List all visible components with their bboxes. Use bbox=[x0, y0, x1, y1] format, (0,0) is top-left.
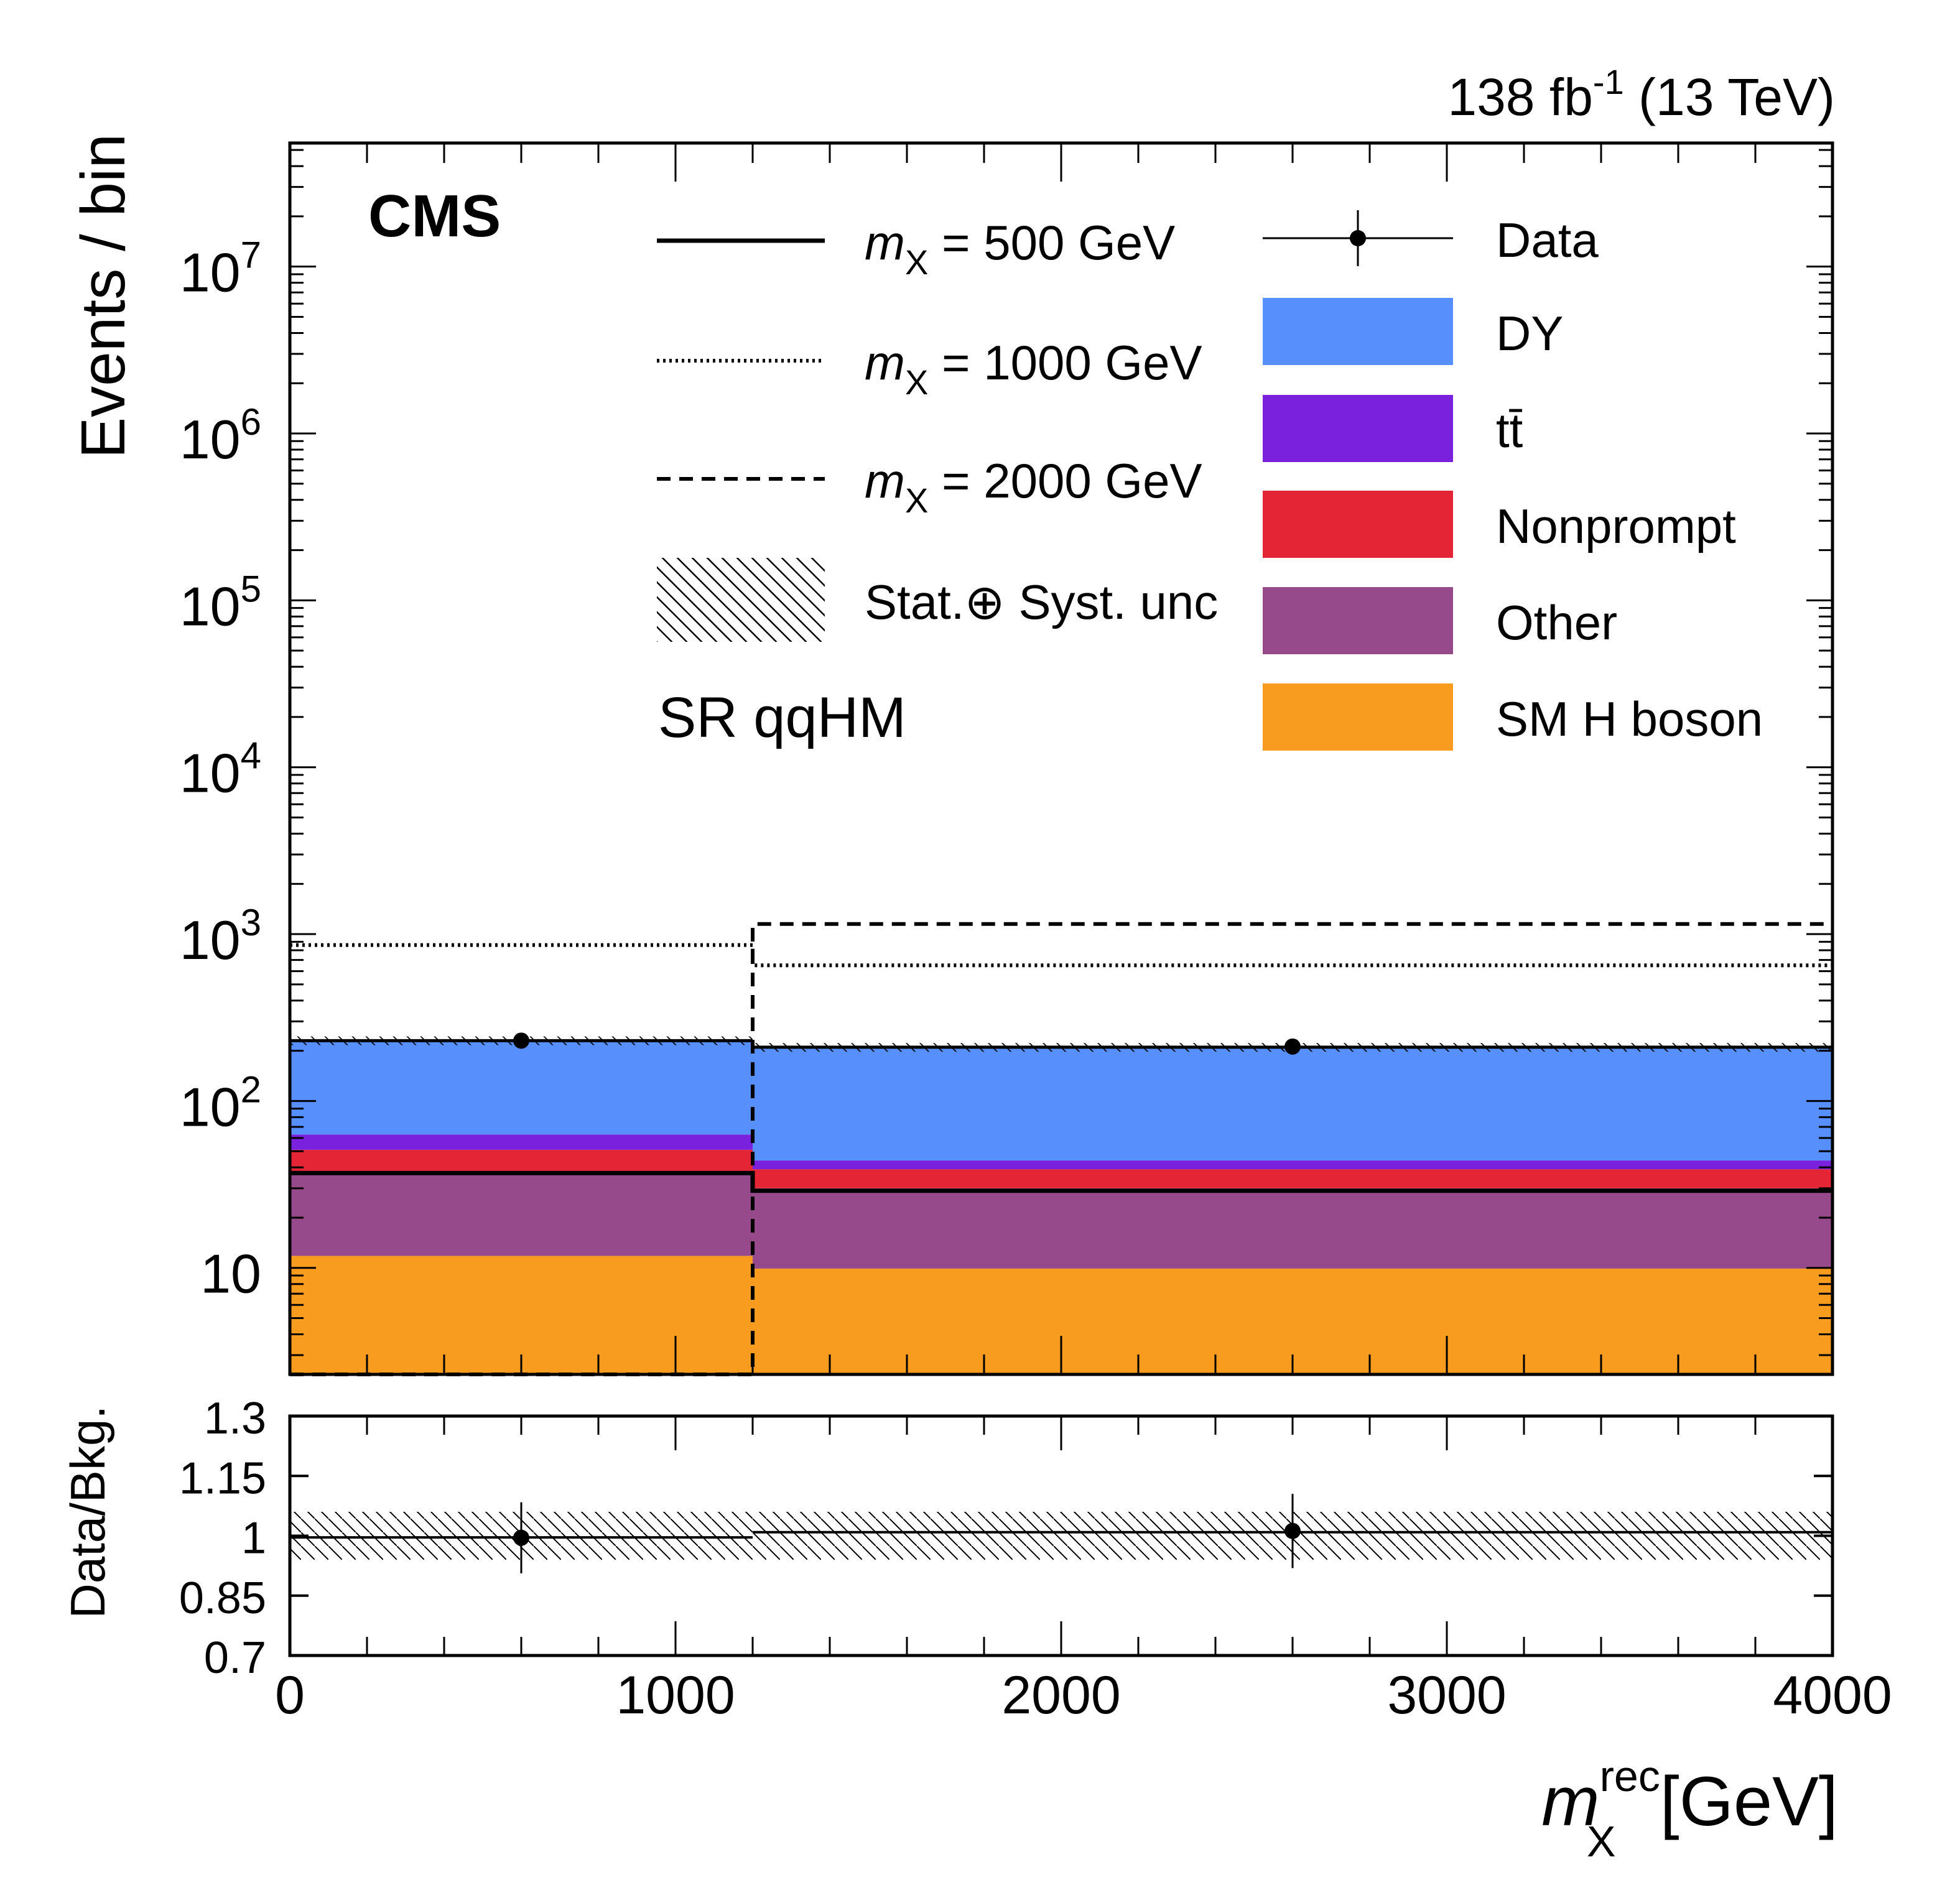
region-label: SR qqHM bbox=[658, 686, 906, 749]
y-tick-label: 105 bbox=[180, 568, 261, 637]
data-point bbox=[513, 1032, 529, 1049]
legend-swatch bbox=[1263, 298, 1453, 365]
ratio-y-tick-label: 1 bbox=[241, 1514, 266, 1563]
x-tick-label: 4000 bbox=[1773, 1665, 1892, 1725]
labels: 10 102 103 104 105 106 107 1.3 1.15 1 0.85 0.70 1000… bbox=[60, 62, 1892, 1866]
ratio-y-tick-label: 1.3 bbox=[204, 1394, 266, 1443]
ratio-y-tick-label: 0.7 bbox=[204, 1633, 266, 1683]
x-tick-label: 0 bbox=[275, 1665, 305, 1725]
legend-label: mX = 2000 GeV bbox=[865, 453, 1202, 520]
y-tick-label: 103 bbox=[180, 902, 261, 971]
ratio-data-point bbox=[513, 1529, 529, 1546]
stack-bar-dy-bin2 bbox=[753, 1047, 1832, 1161]
ratio-panel bbox=[288, 1414, 1834, 1657]
stack-bar-nonprompt-bin2 bbox=[753, 1169, 1832, 1188]
legend-label: Data bbox=[1496, 213, 1599, 267]
legend-swatch bbox=[1263, 587, 1453, 654]
stack-bar-other-bin1 bbox=[290, 1175, 753, 1256]
stack-bar-tt-bin1 bbox=[290, 1134, 753, 1150]
ratio-y-tick-label: 0.85 bbox=[179, 1573, 266, 1623]
data-point bbox=[1284, 1038, 1301, 1055]
x-tick-label: 3000 bbox=[1387, 1665, 1506, 1725]
y-tick-label: 102 bbox=[180, 1068, 261, 1137]
y-tick-label: 106 bbox=[180, 401, 261, 470]
y-tick-label: 104 bbox=[180, 735, 261, 804]
x-axis-title: mrec X [GeV] bbox=[1541, 1752, 1838, 1866]
legend-label: Stat.⊕ Syst. unc bbox=[865, 575, 1218, 629]
stack-bar-tt-bin2 bbox=[753, 1160, 1832, 1170]
main-panel bbox=[288, 141, 1834, 1376]
stack-bar-nonprompt-bin1 bbox=[290, 1149, 753, 1175]
y-tick-label: 107 bbox=[180, 234, 261, 303]
legend-swatch bbox=[1263, 683, 1453, 751]
x-tick-label: 2000 bbox=[1001, 1665, 1120, 1725]
stack-bar-dy-bin1 bbox=[290, 1040, 753, 1135]
x-tick-label: 1000 bbox=[616, 1665, 735, 1725]
legend-data-marker bbox=[1350, 230, 1366, 246]
legend-label: tt̄ bbox=[1496, 403, 1523, 458]
signal-line-mx1000 bbox=[290, 943, 1832, 968]
legend: mX = 500 GeV mX = 1000 GeV mX = 2000 GeV St… bbox=[657, 210, 1763, 751]
legend-label: DY bbox=[1496, 306, 1563, 361]
legend-label: mX = 1000 GeV bbox=[865, 335, 1202, 402]
legend-label: Other bbox=[1496, 595, 1617, 650]
legend-hatch-swatch bbox=[657, 558, 825, 642]
legend-label: SM H boson bbox=[1496, 692, 1763, 746]
legend-label: mX = 500 GeV bbox=[865, 215, 1175, 282]
ratio-y-tick-label: 1.15 bbox=[179, 1453, 266, 1503]
lumi-label: 138 fb-1 (13 TeV) bbox=[1447, 62, 1835, 126]
ratio-y-axis-title: Data/Bkg. bbox=[60, 1405, 115, 1619]
legend-swatch bbox=[1263, 491, 1453, 558]
experiment-label: CMS bbox=[368, 183, 501, 249]
ratio-data-point bbox=[1284, 1522, 1301, 1539]
legend-label: Nonprompt bbox=[1496, 499, 1736, 553]
y-tick-label: 10 bbox=[200, 1243, 261, 1305]
legend-swatch bbox=[1263, 395, 1453, 462]
stack-bar-other-bin2 bbox=[753, 1188, 1832, 1269]
y-axis-title: Events / bin bbox=[68, 134, 138, 459]
